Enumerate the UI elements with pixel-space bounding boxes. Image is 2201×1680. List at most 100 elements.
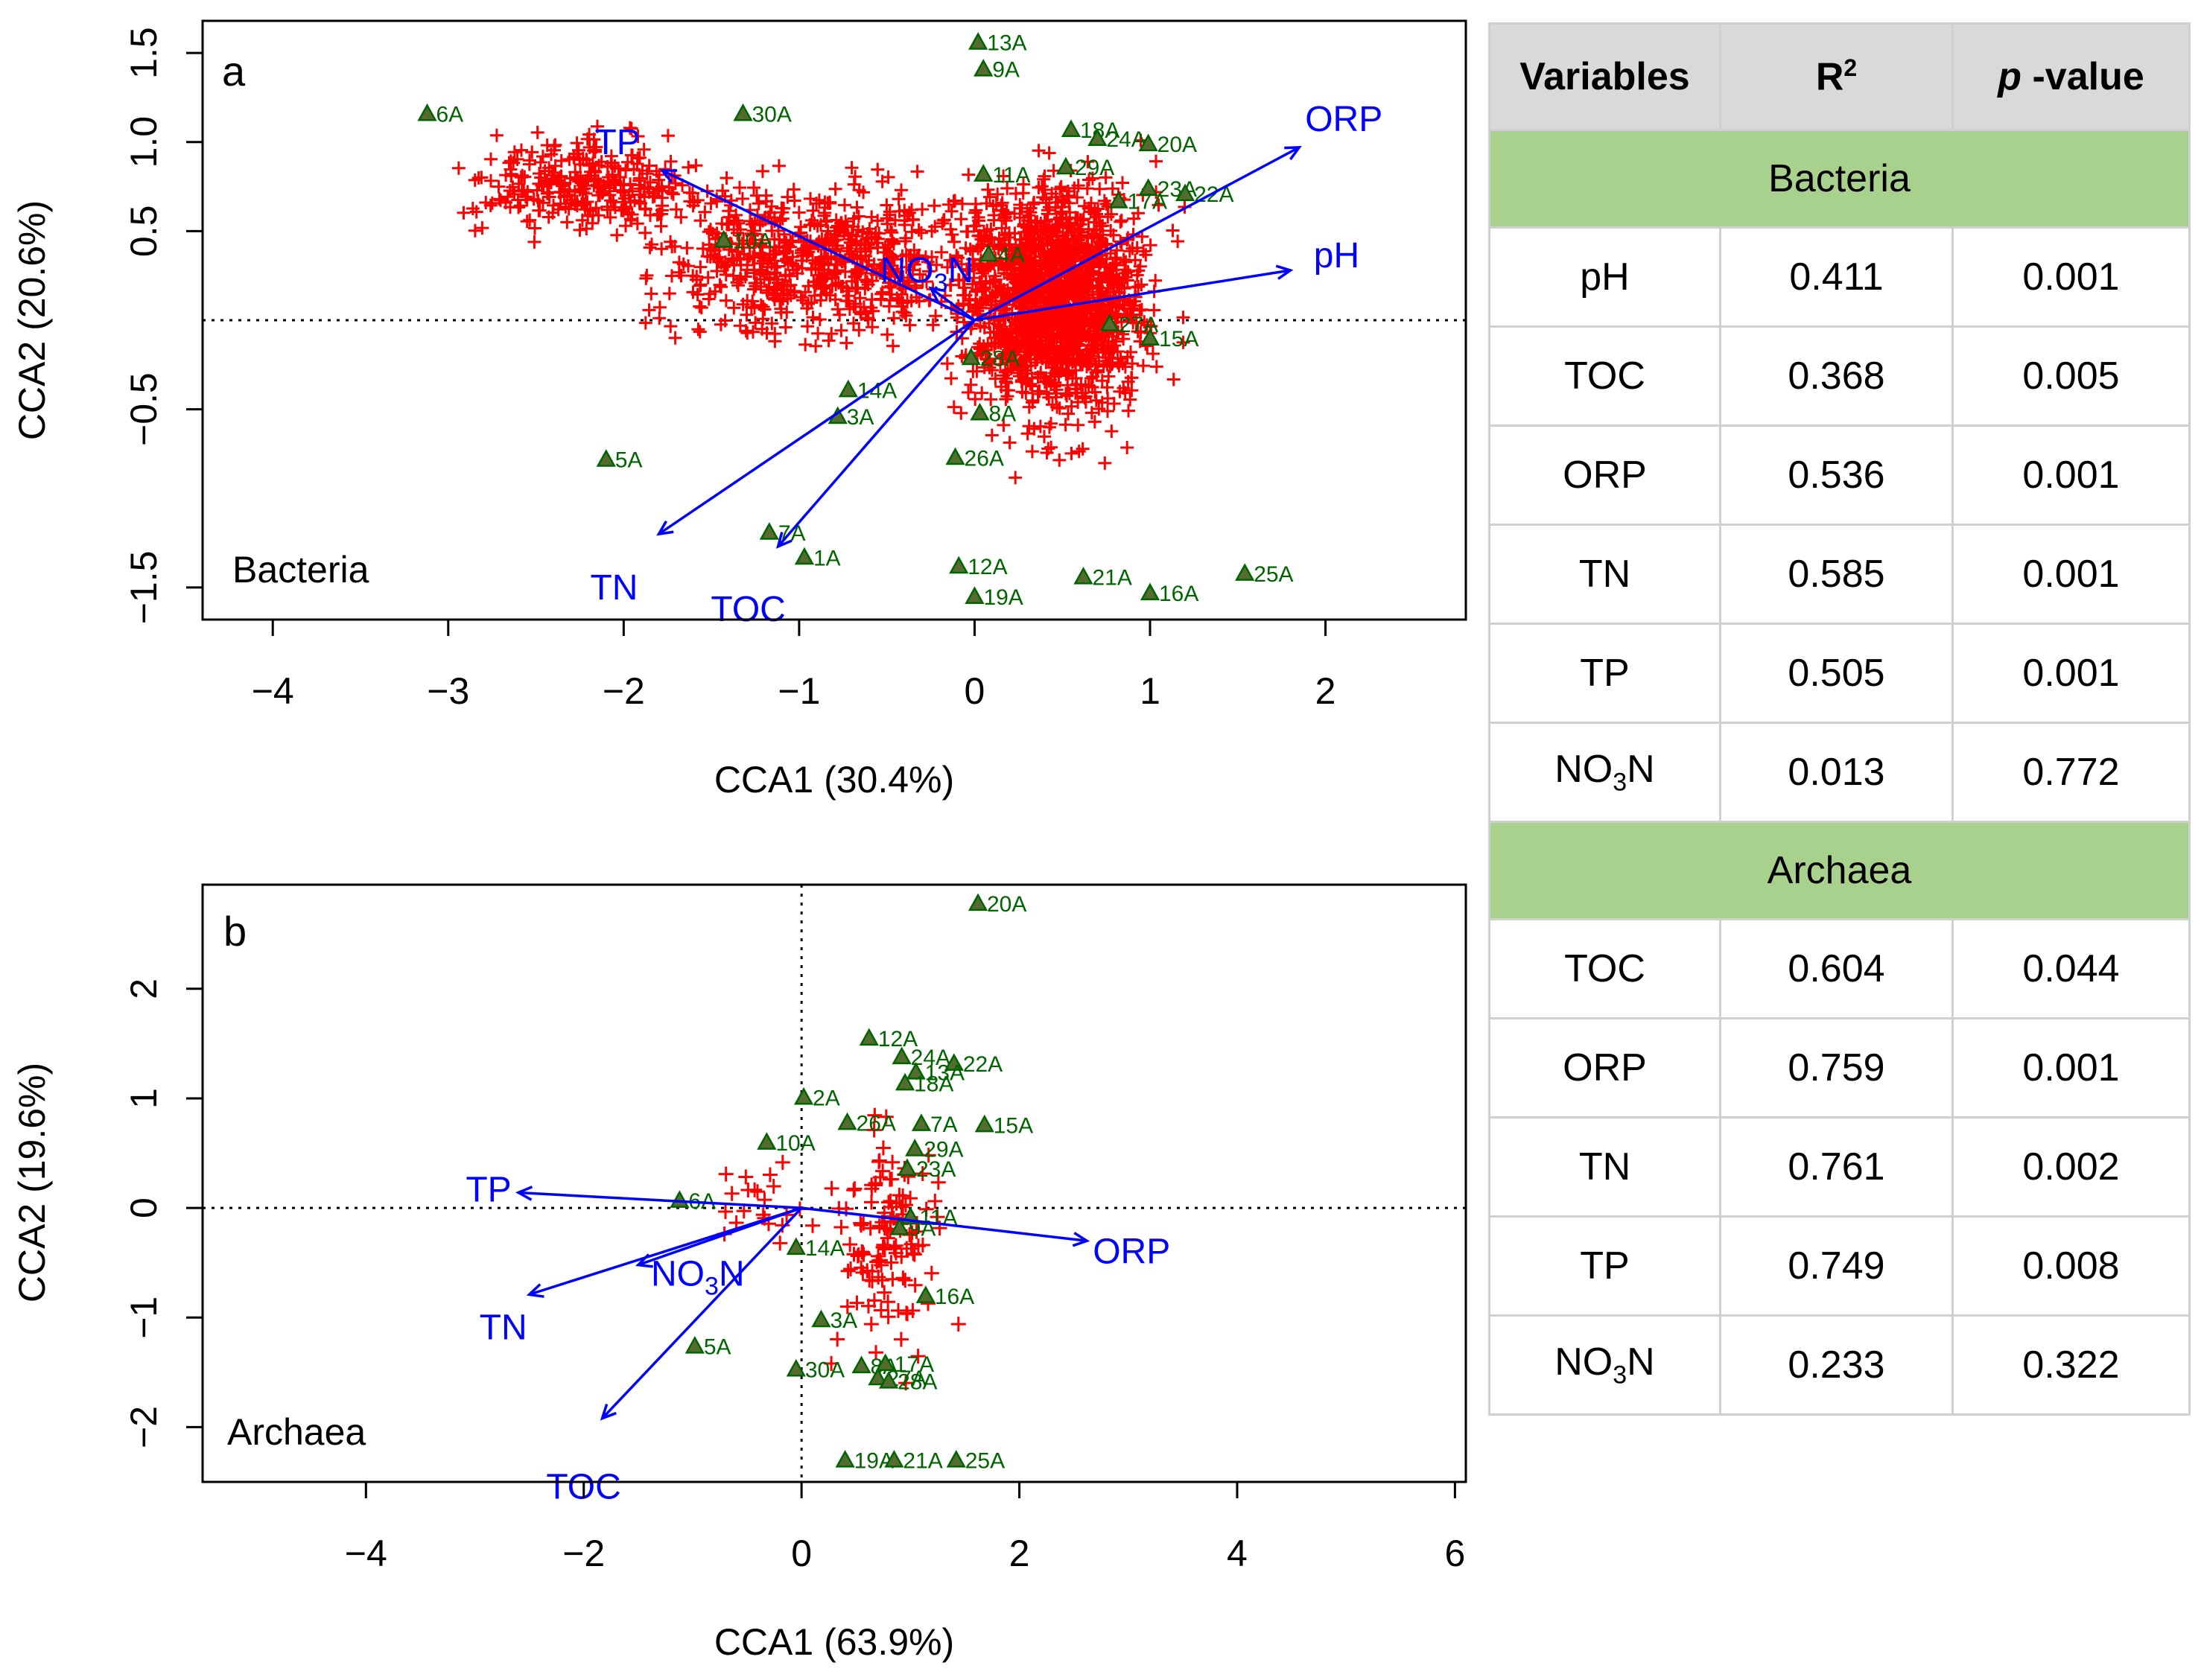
header-p: p — [1998, 55, 2022, 98]
site-label: 24A — [1106, 127, 1146, 152]
site-marker — [974, 1114, 994, 1133]
y-tick-label: 0.5 — [123, 206, 165, 258]
cell-variable: pH — [1488, 226, 1721, 328]
vector-arrow-ph — [974, 269, 1291, 322]
site-label: 15A — [1159, 327, 1198, 351]
site-label: 8A — [989, 401, 1017, 426]
site-label: 7A — [930, 1113, 958, 1137]
x-tick-label: 4 — [1227, 1533, 1248, 1574]
vector-arrow-tp — [661, 169, 976, 322]
table-group-row: Bacteria — [1488, 129, 2191, 229]
site-marker — [714, 229, 734, 248]
site-label: 13A — [987, 31, 1026, 56]
site-label: 25A — [1254, 562, 1293, 587]
vector-label-text: pH — [1314, 236, 1359, 276]
x-tick-label: −4 — [252, 670, 294, 712]
vector-label-text: TP — [594, 123, 640, 162]
table-row: TN 0.761 0.002 — [1488, 1116, 2191, 1218]
vector-label-tp: TP — [466, 1171, 511, 1210]
cell-r-squared: 0.013 — [1719, 722, 1954, 823]
vector-label-text: NO — [651, 1255, 705, 1294]
site-marker — [968, 893, 988, 911]
table-row: TOC 0.604 0.044 — [1488, 918, 2191, 1019]
site-label: 6A — [436, 102, 464, 127]
table-header-row: Variables R2 p -value — [1488, 22, 2191, 131]
vector-arrow-tn — [529, 1206, 802, 1296]
site-marker — [1108, 191, 1128, 209]
cell-p-value: 0.001 — [1951, 524, 2191, 625]
vector-arrowhead — [1072, 1232, 1090, 1247]
cell-variable: TP — [1488, 1215, 1721, 1317]
vector-arrowhead — [1275, 264, 1294, 280]
vector-arrow-orp — [801, 1206, 1087, 1242]
table-row: NO3N 0.013 0.772 — [1488, 722, 2191, 823]
site-marker — [838, 379, 858, 398]
site-label: 19A — [983, 585, 1023, 610]
cell-p-value: 0.044 — [1951, 918, 2191, 1019]
cell-variable: TOC — [1488, 918, 1721, 1019]
header-r-squared: R2 — [1719, 22, 1954, 131]
vector-label-tp: TP — [594, 123, 640, 162]
table-row: pH 0.411 0.001 — [1488, 226, 2191, 328]
cell-r-squared: 0.368 — [1719, 325, 1954, 427]
vector-arrowhead — [775, 532, 793, 549]
vector-label-toc: TOC — [711, 590, 785, 629]
y-axis-title: CCA2 (20.6%) — [11, 200, 53, 440]
site-label: 21A — [903, 1449, 942, 1474]
site-marker — [793, 1086, 814, 1105]
cell-r-squared: 0.759 — [1719, 1017, 1954, 1119]
vector-label-subscript: 3 — [934, 269, 948, 297]
site-marker — [875, 1353, 895, 1372]
site-label: 12A — [968, 555, 1007, 579]
cell-r-squared: 0.749 — [1719, 1215, 1954, 1317]
site-marker — [974, 164, 994, 182]
site-marker — [944, 1053, 964, 1071]
cell-r-squared: 0.761 — [1719, 1116, 1954, 1218]
site-label: 13A — [925, 1061, 965, 1086]
site-label: 20A — [1157, 133, 1197, 157]
site-marker — [949, 556, 969, 574]
site-marker — [759, 522, 779, 540]
site-label: 14A — [857, 378, 897, 403]
site-marker — [911, 1113, 932, 1131]
site-marker — [733, 103, 753, 121]
vector-label-orp: ORP — [1305, 100, 1382, 139]
site-label: 30A — [752, 102, 792, 127]
variable-name: TOC — [1564, 947, 1645, 990]
variable-name: TOC — [1564, 354, 1645, 398]
cell-p-value: 0.001 — [1951, 623, 2191, 724]
vector-label-ph: pH — [1314, 236, 1359, 276]
vector-arrowhead — [928, 286, 946, 302]
site-marker — [1087, 128, 1108, 146]
vector-arrowhead — [526, 1283, 544, 1298]
vector-arrowhead — [656, 520, 674, 536]
site-label: 15A — [994, 1113, 1033, 1138]
panel-group-label: Archaea — [227, 1411, 366, 1453]
site-marker — [906, 1062, 926, 1080]
site-marker — [974, 59, 994, 77]
site-marker — [811, 1309, 831, 1328]
site-label: 5A — [615, 448, 643, 473]
site-label: 1A — [813, 546, 841, 570]
cell-variable: NO3N — [1488, 722, 1721, 823]
site-marker — [1138, 133, 1158, 152]
cell-variable: TOC — [1488, 325, 1721, 427]
site-label: 28A — [980, 346, 1020, 371]
x-tick-label: −4 — [345, 1533, 387, 1574]
site-marker — [905, 1139, 925, 1156]
y-tick-label: 0 — [123, 1197, 165, 1218]
site-label: 4A — [997, 243, 1025, 267]
site-marker — [1140, 328, 1160, 346]
table-row: ORP 0.536 0.001 — [1488, 424, 2191, 526]
site-marker — [889, 1218, 909, 1235]
y-tick-label: −1 — [123, 1296, 165, 1339]
site-label: 16A — [935, 1285, 974, 1309]
table-body: Bacteria pH 0.411 0.001 TOC 0.368 0.005 ORP 0.53… — [1488, 129, 2191, 1416]
table-row: TP 0.505 0.001 — [1488, 623, 2191, 724]
vector-label-suffix: N — [719, 1255, 745, 1294]
cell-variable: TN — [1488, 1116, 1721, 1218]
site-label: 22A — [963, 1052, 1003, 1077]
site-marker — [970, 402, 990, 421]
site-marker — [878, 1371, 899, 1389]
